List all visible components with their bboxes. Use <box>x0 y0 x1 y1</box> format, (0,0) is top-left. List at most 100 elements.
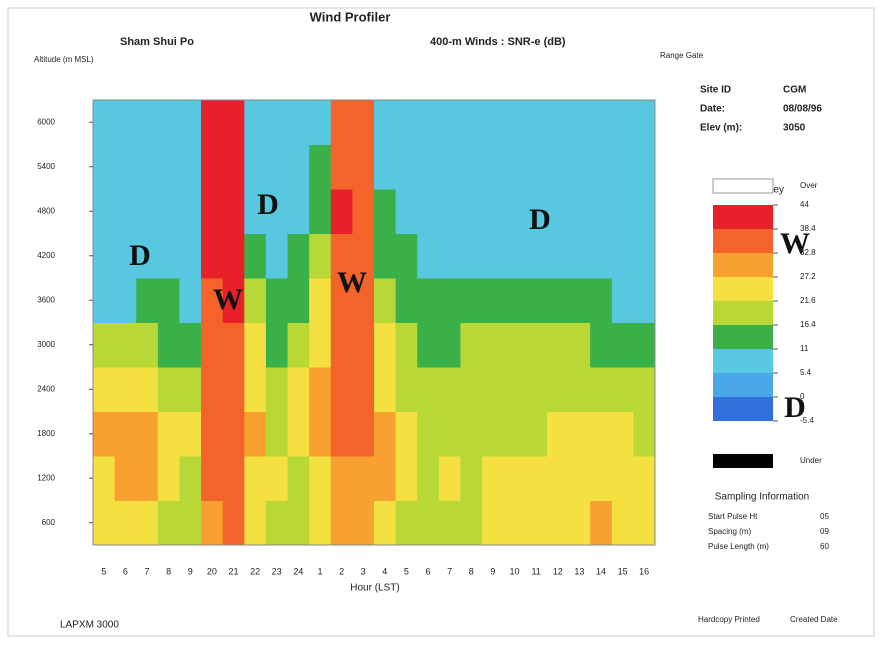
heat-cell <box>590 500 613 546</box>
heat-cell <box>503 233 526 279</box>
key-over <box>712 178 774 194</box>
heat-cell <box>633 322 656 368</box>
heat-cell <box>611 367 634 412</box>
heat-cell <box>330 278 353 323</box>
heat-cell <box>568 411 591 457</box>
heat-cell <box>568 456 591 501</box>
heat-cell <box>244 456 267 501</box>
heat-cell <box>309 100 332 145</box>
heat-cell <box>136 189 159 234</box>
heat-cell <box>265 189 289 234</box>
heat-cell <box>201 233 224 279</box>
annotation: D <box>257 188 279 221</box>
heat-cell <box>352 456 375 501</box>
heat-cell <box>568 322 591 368</box>
heat-cell <box>201 189 224 234</box>
x-tick-label: 2 <box>339 566 344 576</box>
x-tick-label: 5 <box>101 566 106 576</box>
heat-cell <box>352 411 375 457</box>
x-tick-label: 22 <box>250 566 260 576</box>
heat-cell <box>114 189 137 234</box>
heat-cell <box>287 456 310 501</box>
key-label: 38.4 <box>800 224 816 233</box>
heat-cell <box>374 189 397 234</box>
heat-cell <box>503 144 526 190</box>
heat-cell <box>590 233 613 279</box>
heat-cell <box>222 100 245 145</box>
heat-cell <box>395 100 418 145</box>
heat-cell <box>179 144 202 190</box>
site-value: 3050 <box>783 123 806 134</box>
annotation: W <box>337 266 367 299</box>
heat-cell <box>157 456 180 501</box>
heat-cell <box>330 367 353 412</box>
heat-cell <box>546 411 570 457</box>
heat-cell <box>525 278 548 323</box>
chart-title: Wind Profiler <box>310 9 391 24</box>
heat-cell <box>287 233 310 279</box>
heat-cell <box>438 100 461 145</box>
key-band <box>713 397 773 421</box>
heat-cell <box>611 100 634 145</box>
y-tick-label: 3000 <box>37 340 55 349</box>
heat-cell <box>482 100 505 145</box>
heat-cell <box>395 189 418 234</box>
heat-cell <box>114 456 137 501</box>
heat-cell <box>395 322 418 368</box>
heat-cell <box>114 322 137 368</box>
heat-cell <box>244 144 267 190</box>
heat-cell <box>309 144 332 190</box>
heat-cell <box>417 144 440 190</box>
heat-cell <box>179 100 202 145</box>
heat-cell <box>546 233 570 279</box>
heat-cell <box>633 233 656 279</box>
x-tick-label: 23 <box>272 566 282 576</box>
heat-cell <box>287 322 310 368</box>
sampling-label: Spacing (m) <box>708 527 751 536</box>
key-band <box>713 349 773 373</box>
heat-cell <box>244 278 267 323</box>
heat-cell <box>633 500 656 546</box>
heat-cell <box>374 500 397 546</box>
y-tick-label: 2400 <box>37 384 55 393</box>
site-value: CGM <box>783 85 806 96</box>
heat-cell <box>352 500 375 546</box>
y-tick-label: 6000 <box>37 117 55 126</box>
heat-cell <box>525 411 548 457</box>
heat-cell <box>395 367 418 412</box>
heat-cell <box>157 411 180 457</box>
key-band <box>713 277 773 301</box>
heat-cell <box>460 367 483 412</box>
heat-cell <box>309 278 332 323</box>
heat-cell <box>330 500 353 546</box>
sampling-value: 60 <box>820 542 829 551</box>
heat-cell <box>352 189 375 234</box>
site-label: Elev (m): <box>700 123 742 134</box>
heat-cell <box>136 278 159 323</box>
x-tick-label: 1 <box>317 566 322 576</box>
key-label: 27.2 <box>800 272 816 281</box>
key-band <box>713 205 773 229</box>
heat-cell <box>460 233 483 279</box>
heat-cell <box>503 322 526 368</box>
heat-cell <box>93 278 116 323</box>
heat-cell <box>525 100 548 145</box>
x-tick-label: 14 <box>596 566 606 576</box>
heat-cell <box>136 500 159 546</box>
key-band <box>713 373 773 397</box>
x-tick-label: 20 <box>207 566 217 576</box>
subtitle: Sham Shui Po <box>120 36 194 48</box>
heat-cell <box>503 456 526 501</box>
heat-cell <box>201 411 224 457</box>
heat-cell <box>157 189 180 234</box>
heat-cell <box>611 322 634 368</box>
x-tick-label: 12 <box>553 566 563 576</box>
heat-cell <box>460 278 483 323</box>
heat-cell <box>611 233 634 279</box>
heat-cell <box>590 189 613 234</box>
heat-cell <box>287 500 310 546</box>
heat-cell <box>395 233 418 279</box>
sampling-value: 05 <box>820 512 829 521</box>
heat-cell <box>136 456 159 501</box>
